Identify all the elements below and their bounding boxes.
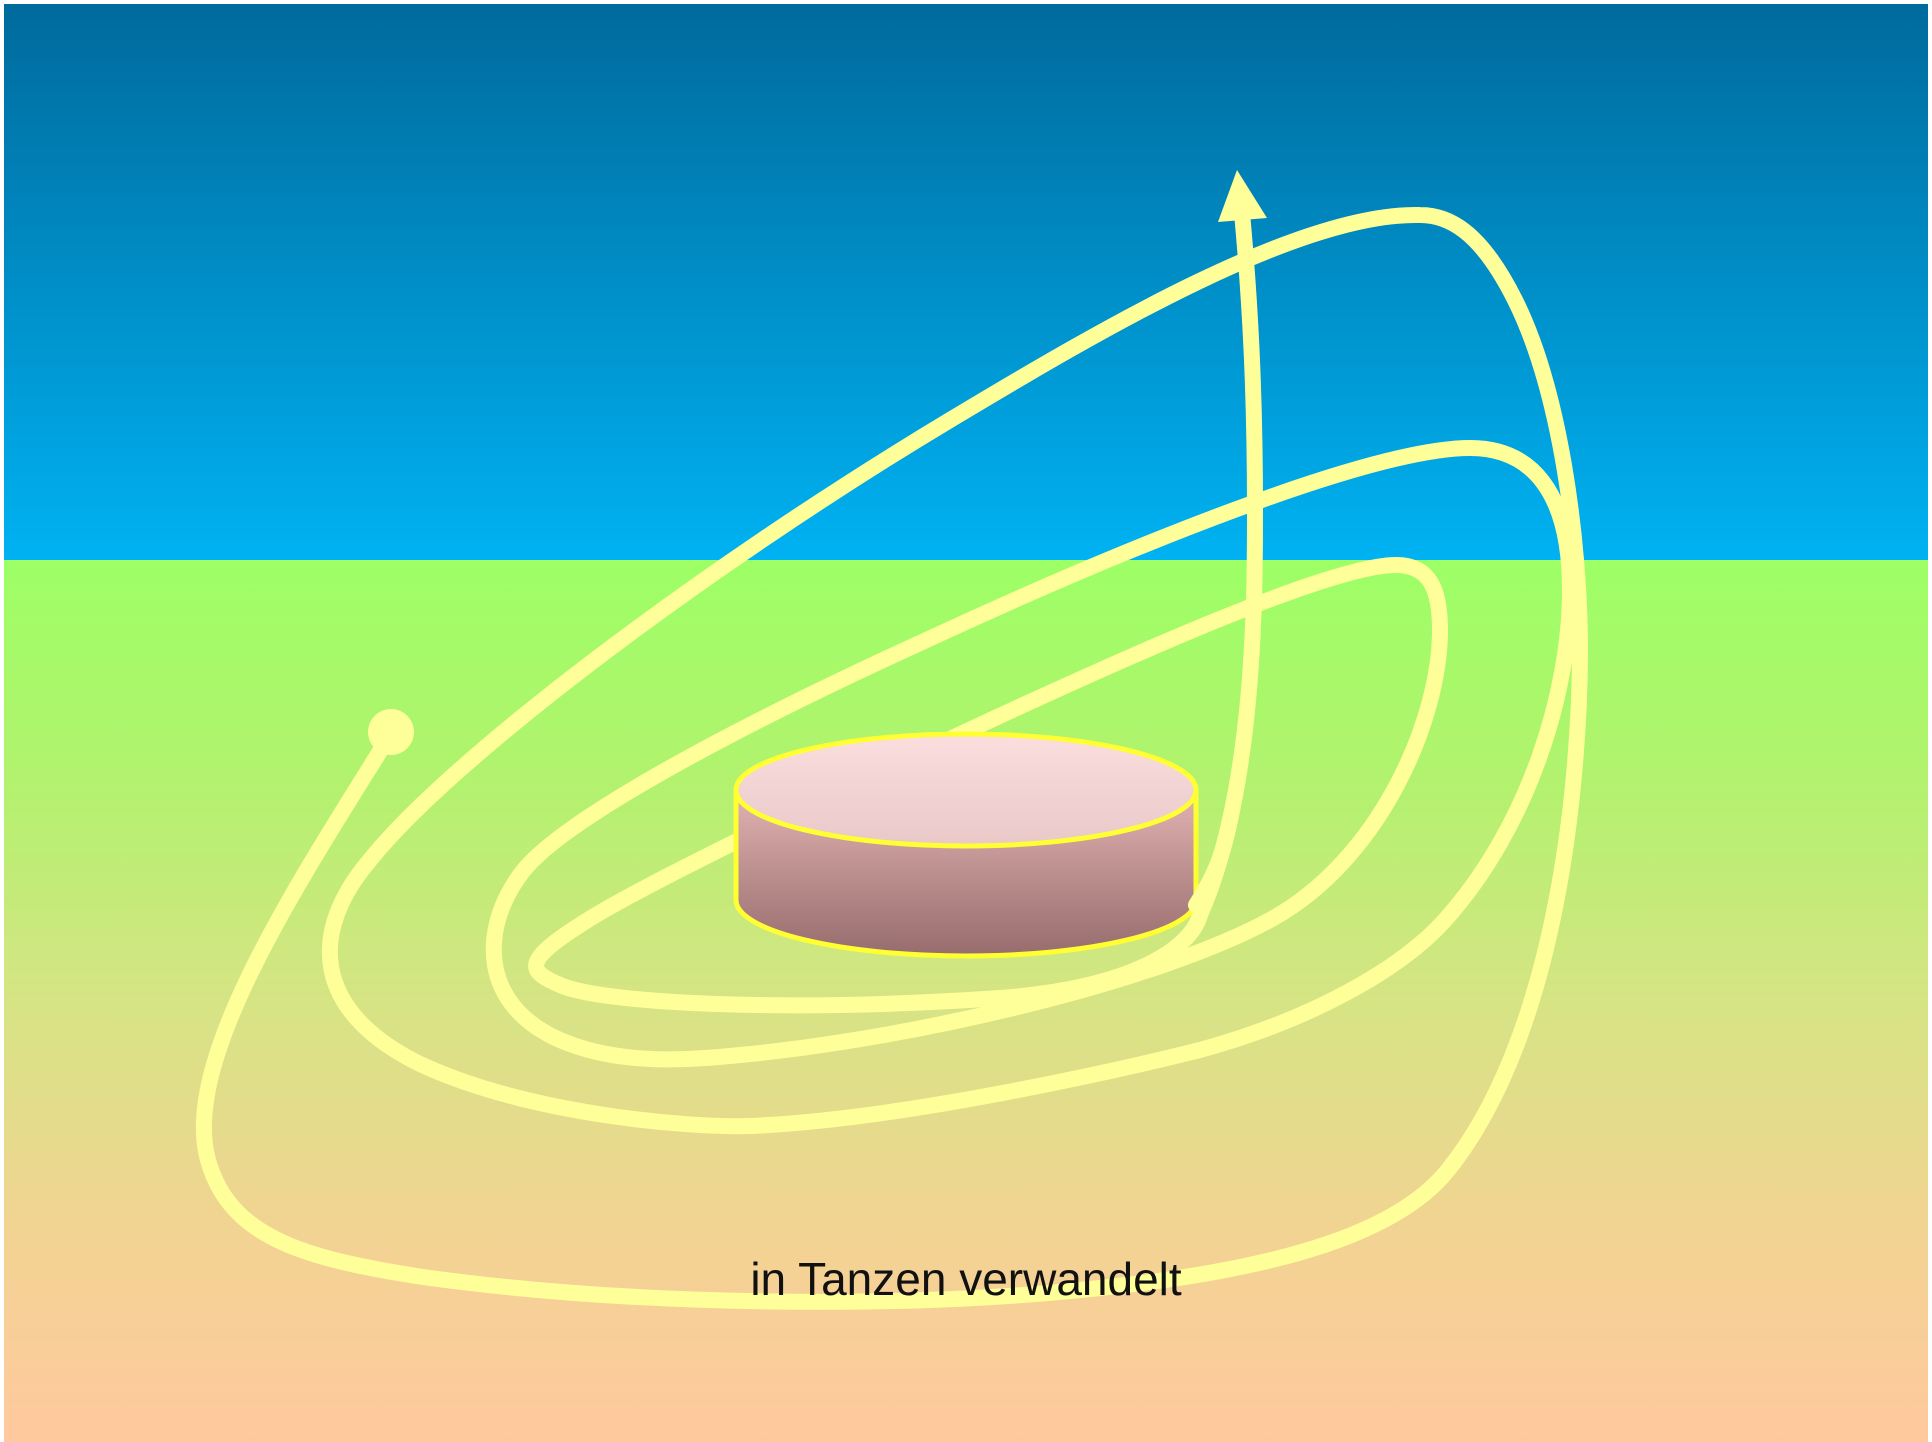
sky-background bbox=[4, 4, 1928, 560]
path-start-dot-icon bbox=[368, 709, 414, 755]
cylinder bbox=[733, 731, 1199, 959]
cylinder-top bbox=[733, 731, 1199, 849]
caption: in Tanzen verwandelt bbox=[750, 1253, 1182, 1305]
path-end-arrowhead-icon bbox=[1218, 170, 1267, 222]
dance-path-inner-segment bbox=[1188, 812, 1238, 913]
dance-path bbox=[195, 205, 1588, 1310]
